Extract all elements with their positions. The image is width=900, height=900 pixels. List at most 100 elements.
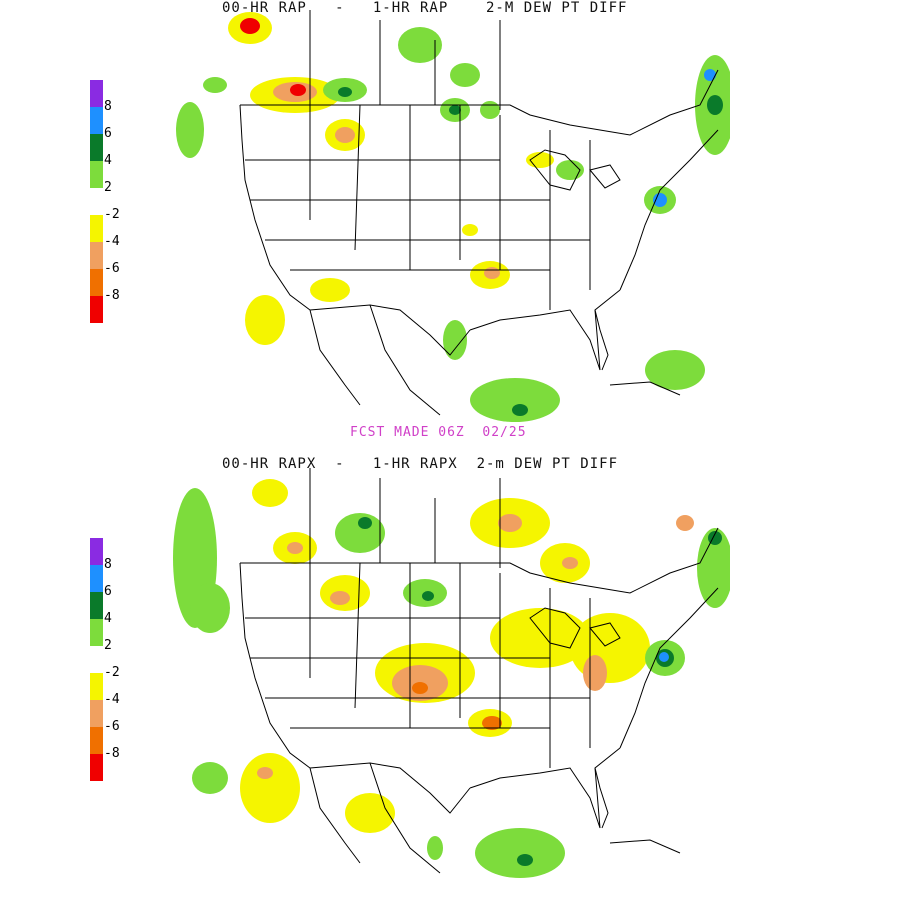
blob-id-orange bbox=[335, 127, 355, 143]
blob-caribbean-green bbox=[645, 350, 705, 390]
legend-swatch-orange bbox=[90, 269, 103, 296]
blob-gulf-dark bbox=[517, 854, 533, 866]
florida bbox=[594, 767, 609, 829]
legend-swatch-blue bbox=[90, 565, 103, 592]
east-coast bbox=[619, 129, 719, 291]
blob-bc-yellow bbox=[252, 479, 288, 507]
legend-label: 4 bbox=[104, 153, 112, 168]
mexico-inland bbox=[369, 762, 441, 874]
blob-canada-green2 bbox=[450, 63, 480, 87]
blob-pacific-green bbox=[176, 102, 204, 158]
blob-ar-orange bbox=[484, 267, 500, 279]
legend-swatch-purple bbox=[90, 80, 103, 107]
top-legend-swatches bbox=[90, 80, 103, 323]
state-lines-horizontal bbox=[245, 159, 590, 271]
blob-ohio-orange bbox=[583, 655, 607, 691]
legend-swatch-purple bbox=[90, 538, 103, 565]
blob-gulf-dark bbox=[512, 404, 528, 416]
top-map-borders bbox=[239, 10, 719, 416]
legend-label: 6 bbox=[104, 584, 112, 599]
blob-tx-green bbox=[427, 836, 443, 860]
blob-ok-yellow bbox=[462, 224, 478, 236]
blob-midwest-yellow bbox=[490, 608, 590, 668]
legend-swatch-dark-green bbox=[90, 134, 103, 161]
top-field-blobs bbox=[176, 12, 730, 422]
legend-label: 8 bbox=[104, 99, 112, 114]
blob-ne-orange bbox=[676, 515, 694, 531]
us-west-coast bbox=[239, 562, 311, 769]
blob-gulf-green bbox=[470, 378, 560, 422]
bottom-field-blobs bbox=[173, 479, 730, 878]
legend-label: 6 bbox=[104, 126, 112, 141]
legend-swatch-yellow bbox=[90, 215, 103, 242]
blob-plains-orange2 bbox=[412, 682, 428, 694]
blob-az-yellow bbox=[310, 278, 350, 302]
blob-mn-green bbox=[480, 101, 500, 119]
us-canada-border bbox=[240, 69, 719, 136]
canada-province-lines bbox=[309, 10, 501, 110]
state-lines-vertical bbox=[309, 562, 591, 768]
blob-ab-green bbox=[335, 513, 385, 553]
top-map-panel: 00-HR RAP - 1-HR RAP 2-M DEW PT DIFF 8 6… bbox=[90, 0, 730, 440]
blob-mt-dark bbox=[338, 87, 352, 97]
blob-bc-orange bbox=[287, 542, 303, 554]
cuba bbox=[609, 381, 681, 396]
legend-swatch-light-green bbox=[90, 161, 103, 188]
baja-coast bbox=[309, 309, 361, 406]
blob-wa-red bbox=[290, 84, 306, 96]
blob-tx-green bbox=[443, 320, 467, 360]
legend-label: 2 bbox=[104, 638, 112, 653]
cuba bbox=[609, 839, 681, 854]
blob-baja-yellow bbox=[240, 753, 300, 823]
legend-label: -4 bbox=[104, 234, 120, 249]
us-canada-border bbox=[240, 527, 719, 594]
legend-swatch-light-orange bbox=[90, 700, 103, 727]
blob-gulf-green bbox=[475, 828, 565, 878]
bottom-legend-swatches bbox=[90, 538, 103, 781]
blob-ne-blue bbox=[704, 69, 716, 81]
legend-label: 8 bbox=[104, 557, 112, 572]
legend-label: -6 bbox=[104, 261, 120, 276]
bottom-color-legend: 8 6 4 2 -2 -4 -6 -8 bbox=[90, 538, 150, 783]
us-mexico-border bbox=[309, 304, 471, 356]
blob-mt-orange bbox=[330, 591, 350, 605]
bottom-map-borders bbox=[239, 468, 719, 874]
blob-atlantic-blue bbox=[653, 193, 667, 207]
legend-swatch-white bbox=[90, 188, 103, 215]
blob-atlantic-blue bbox=[659, 652, 669, 662]
legend-label: 4 bbox=[104, 611, 112, 626]
blob-pacific-green2 bbox=[190, 583, 230, 633]
bottom-dewpoint-map bbox=[173, 468, 730, 878]
bottom-map-panel: 00-HR RAPX - 1-HR RAPX 2-m DEW PT DIFF 8… bbox=[0, 450, 900, 900]
legend-label: -2 bbox=[104, 207, 120, 222]
baja-coast bbox=[309, 767, 361, 864]
legend-swatch-white bbox=[90, 646, 103, 673]
legend-swatch-blue bbox=[90, 107, 103, 134]
bottom-map-title: 00-HR RAPX - 1-HR RAPX 2-m DEW PT DIFF bbox=[222, 456, 619, 472]
top-dewpoint-map bbox=[176, 10, 730, 422]
blob-ne-green bbox=[697, 528, 730, 608]
blob-ar-orange bbox=[482, 716, 502, 730]
legend-label: -4 bbox=[104, 692, 120, 707]
legend-swatch-light-orange bbox=[90, 242, 103, 269]
blob-pacific-south-green bbox=[192, 762, 228, 794]
state-lines-horizontal bbox=[245, 617, 590, 729]
blob-ontario-orange bbox=[562, 557, 578, 569]
mexico-inland bbox=[369, 304, 441, 416]
legend-swatch-orange bbox=[90, 727, 103, 754]
gulf-coast bbox=[469, 289, 621, 371]
canada-province-lines bbox=[309, 468, 501, 568]
gulf-coast bbox=[469, 747, 621, 829]
forecast-made-label: FCST MADE 06Z 02/25 bbox=[350, 425, 527, 440]
top-map-title: 00-HR RAP - 1-HR RAP 2-M DEW PT DIFF bbox=[222, 0, 628, 16]
blob-ca-yellow bbox=[245, 295, 285, 345]
legend-label: -2 bbox=[104, 665, 120, 680]
blob-bc-red-core bbox=[240, 18, 260, 34]
legend-swatch-dark-green bbox=[90, 592, 103, 619]
legend-swatch-yellow bbox=[90, 673, 103, 700]
blob-nd-dark bbox=[449, 105, 461, 115]
blob-canada-green bbox=[398, 27, 442, 63]
florida bbox=[594, 309, 609, 371]
legend-label: -8 bbox=[104, 288, 120, 303]
east-coast bbox=[619, 587, 719, 749]
